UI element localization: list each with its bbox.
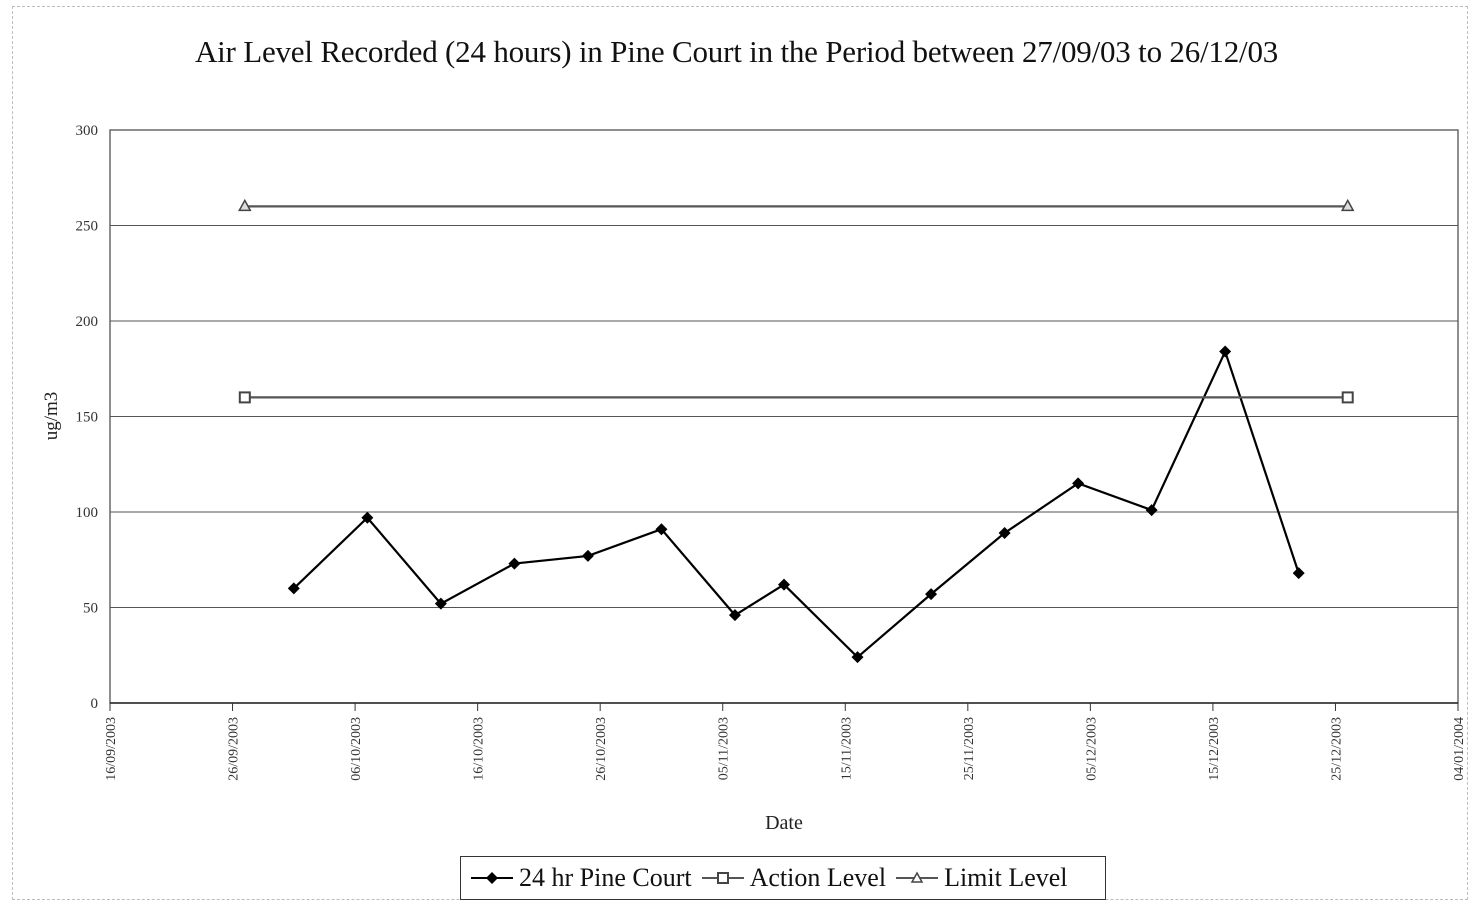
chart-title: Air Level Recorded (24 hours) in Pine Co… bbox=[194, 34, 1279, 69]
legend: 24 hr Pine Court Action Level Limit Leve… bbox=[460, 856, 1106, 900]
grid-layer bbox=[109, 129, 1459, 704]
x-tick-label: 26/10/2003 bbox=[594, 717, 609, 781]
x-tick-label: 16/10/2003 bbox=[472, 717, 487, 781]
data-point-pine-court bbox=[1219, 345, 1232, 358]
data-point-pine-court bbox=[581, 549, 594, 562]
data-point-pine-court bbox=[287, 582, 300, 595]
x-tick-label: 26/09/2003 bbox=[227, 717, 242, 781]
y-tick-label: 100 bbox=[76, 505, 99, 521]
x-tick-label: 05/12/2003 bbox=[1084, 717, 1099, 781]
x-tick-label: 15/12/2003 bbox=[1207, 717, 1222, 781]
legend-label-limit-level: Limit Level bbox=[944, 863, 1068, 892]
x-axis-label: Date bbox=[765, 812, 803, 834]
data-point-limit-level bbox=[238, 198, 252, 212]
data-point-pine-court bbox=[851, 651, 864, 664]
y-tick-label: 150 bbox=[76, 410, 99, 426]
data-point-pine-court bbox=[1072, 477, 1085, 490]
series-layer bbox=[238, 198, 1355, 664]
data-point-pine-court bbox=[1292, 567, 1305, 580]
x-tick-label: 15/11/2003 bbox=[839, 717, 854, 780]
data-point-pine-court bbox=[778, 578, 790, 591]
x-tick-label: 25/11/2003 bbox=[962, 717, 977, 780]
legend-item-pine-court: 24 hr Pine Court bbox=[469, 863, 692, 893]
y-tick-label: 250 bbox=[76, 219, 99, 235]
axis-layer: 0 50 100 150 200 250 300 16/09/2003 26/09/2003 06… bbox=[76, 123, 1468, 781]
x-tick-label: 16/09/2003 bbox=[104, 717, 119, 781]
x-tick-label: 25/12/2003 bbox=[1329, 717, 1344, 781]
legend-label-action-level: Action Level bbox=[749, 863, 887, 892]
legend-item-limit-level: Limit Level bbox=[894, 863, 1068, 893]
x-tick-label: 04/01/2004 bbox=[1452, 717, 1467, 781]
data-point-action-level bbox=[238, 391, 251, 404]
data-point-limit-level bbox=[1340, 198, 1355, 212]
y-tick-label: 200 bbox=[76, 314, 99, 330]
data-point-pine-court bbox=[655, 523, 668, 536]
data-point-action-level bbox=[1341, 391, 1354, 404]
legend-swatch-pine-court bbox=[471, 872, 513, 884]
y-tick-label: 0 bbox=[91, 696, 99, 712]
y-axis-label: ug/m3 bbox=[41, 392, 62, 441]
y-tick-label: 50 bbox=[83, 601, 98, 617]
data-point-pine-court bbox=[728, 609, 741, 622]
data-point-pine-court bbox=[508, 557, 521, 570]
data-point-pine-court bbox=[1145, 504, 1158, 517]
data-point-pine-court bbox=[925, 588, 938, 601]
legend-swatch-limit-level bbox=[896, 871, 939, 883]
x-tick-label: 06/10/2003 bbox=[349, 717, 364, 781]
data-point-pine-court bbox=[361, 511, 374, 524]
y-tick-label: 300 bbox=[76, 123, 99, 139]
data-point-pine-court bbox=[998, 527, 1011, 540]
legend-swatch-action-level bbox=[701, 872, 744, 884]
x-tick-label: 05/11/2003 bbox=[717, 717, 732, 780]
data-point-pine-court bbox=[434, 597, 447, 610]
legend-item-action-level: Action Level bbox=[700, 863, 886, 893]
legend-label-pine-court: 24 hr Pine Court bbox=[519, 863, 692, 892]
